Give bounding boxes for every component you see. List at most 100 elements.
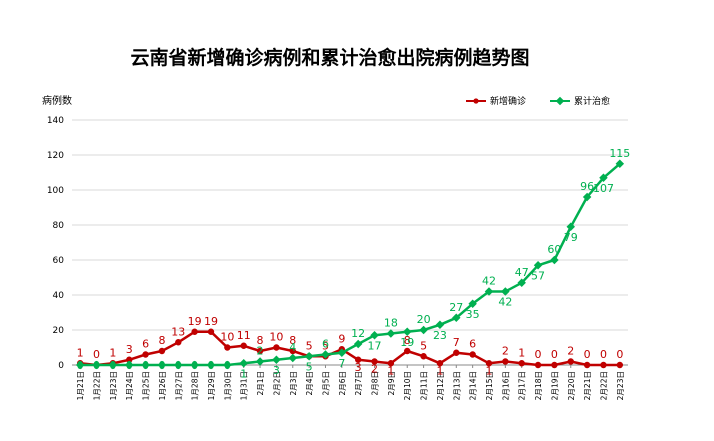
data-point: [533, 261, 543, 270]
data-point: [207, 328, 215, 335]
data-label: 10: [269, 331, 283, 344]
data-label: 4: [289, 341, 296, 354]
y-tick-label: 40: [53, 291, 65, 301]
x-tick-label: 2月16日: [501, 371, 510, 400]
data-point: [354, 356, 362, 363]
data-label: 107: [593, 182, 614, 195]
data-label: 79: [564, 231, 578, 244]
data-label: 9: [338, 332, 345, 345]
x-tick-label: 2月4日: [305, 371, 314, 396]
data-point: [419, 325, 428, 335]
data-label: 8: [404, 334, 411, 347]
data-label: 0: [584, 348, 591, 361]
x-tick-label: 1月25日: [142, 371, 151, 400]
data-point: [402, 327, 412, 336]
data-label: 6: [322, 338, 329, 351]
data-point: [518, 360, 525, 367]
data-label: 42: [498, 296, 512, 309]
data-point: [240, 342, 247, 349]
data-label: 115: [609, 147, 630, 160]
data-point: [273, 344, 280, 351]
data-point: [534, 361, 542, 369]
data-label: 0: [224, 359, 231, 372]
legend-label-cured: 累计治愈: [574, 95, 610, 107]
data-point: [550, 255, 559, 265]
data-label: 19: [188, 315, 202, 328]
data-point: [337, 348, 347, 357]
data-point: [288, 353, 298, 363]
data-label: 35: [466, 308, 480, 321]
data-point: [321, 350, 330, 359]
data-point: [224, 344, 231, 351]
y-tick-label: 120: [47, 151, 64, 161]
data-label: 96: [580, 180, 594, 193]
legend: 新增确诊 累计治愈: [466, 95, 610, 107]
x-tick-label: 2月20日: [567, 371, 576, 400]
data-point: [142, 351, 149, 358]
x-tick-label: 1月29日: [207, 371, 216, 400]
data-label: 10: [220, 331, 234, 344]
x-tick-label: 1月24日: [125, 371, 134, 400]
data-point: [157, 360, 167, 370]
x-tick-label: 2月6日: [338, 371, 347, 396]
data-point: [501, 287, 510, 296]
data-label: 47: [515, 266, 529, 279]
data-label: 6: [142, 338, 149, 351]
data-label: 3: [273, 364, 280, 377]
data-label: 8: [158, 334, 165, 347]
x-tick-label: 1月21日: [76, 371, 85, 400]
data-label: 0: [551, 348, 558, 361]
data-label: 23: [433, 329, 447, 342]
data-label: 27: [449, 301, 463, 314]
x-tick-label: 1月31日: [240, 371, 249, 400]
data-label: 20: [417, 313, 431, 326]
data-label: 1: [518, 346, 525, 359]
data-point: [92, 360, 101, 370]
data-label: 1: [109, 346, 116, 359]
data-label: 17: [368, 339, 382, 352]
data-point: [223, 360, 232, 370]
x-tick-label: 1月27日: [174, 371, 183, 400]
data-label: 2: [502, 345, 509, 358]
data-point: [583, 361, 591, 369]
x-tick-label: 2月12日: [436, 371, 445, 400]
data-label: 0: [126, 359, 133, 372]
x-tick-label: 2月13日: [452, 371, 461, 400]
data-point: [468, 299, 477, 308]
x-tick-label: 2月22日: [599, 371, 608, 400]
data-label: 18: [384, 317, 398, 330]
x-tick-label: 2月7日: [354, 371, 363, 396]
data-label: 12: [351, 327, 365, 340]
y-axis-ticks: 0 20 40 60 80 100 120 140: [47, 116, 64, 371]
data-label: 13: [171, 325, 185, 338]
data-point: [502, 358, 509, 365]
data-label: 7: [338, 357, 345, 370]
data-label: 0: [93, 348, 100, 361]
legend-marker-cured: [555, 96, 565, 106]
data-label: 0: [600, 348, 607, 361]
data-point: [485, 360, 493, 367]
data-point: [420, 353, 427, 360]
data-label: 0: [158, 359, 165, 372]
x-tick-label: 2月9日: [387, 371, 396, 396]
data-label: 1: [486, 364, 493, 377]
y-tick-label: 0: [58, 361, 64, 371]
data-point: [256, 347, 264, 355]
data-point: [404, 347, 411, 355]
x-tick-label: 2月15日: [485, 371, 494, 400]
data-point: [191, 328, 198, 335]
data-point: [600, 361, 607, 369]
x-axis-ticks: 1月21日 1月22日 1月23日 1月24日 1月25日 1月26日 1月27日 1月28日…: [76, 365, 625, 400]
data-label: 1: [240, 367, 247, 380]
y-tick-label: 100: [47, 186, 64, 196]
legend-label-new-cases: 新增确诊: [490, 95, 526, 107]
x-tick-label: 2月21日: [583, 371, 592, 400]
data-label: 11: [237, 329, 251, 342]
data-label: 0: [175, 359, 182, 372]
data-point: [469, 351, 476, 358]
data-point: [108, 360, 118, 370]
data-label: 2: [567, 345, 574, 358]
data-label: 0: [93, 359, 100, 372]
